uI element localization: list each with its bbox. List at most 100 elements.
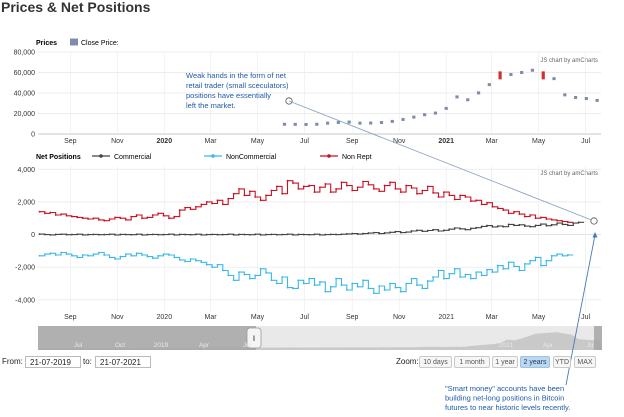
series-point xyxy=(151,214,154,216)
series-line[interactable] xyxy=(39,251,574,294)
amcharts-credit-net[interactable]: JS chart by amCharts xyxy=(540,171,598,177)
price-candle[interactable] xyxy=(304,122,308,126)
price-candle[interactable] xyxy=(282,122,287,126)
series-point xyxy=(168,254,170,256)
price-candle[interactable] xyxy=(358,121,362,125)
amcharts-credit-prices[interactable]: JS chart by amCharts xyxy=(540,58,598,64)
series-point xyxy=(243,233,246,236)
series-point xyxy=(394,187,397,190)
price-candle[interactable] xyxy=(325,121,330,125)
price-candle[interactable] xyxy=(423,113,427,117)
series-point xyxy=(426,185,429,188)
price-candle[interactable] xyxy=(520,71,524,74)
zoom-button[interactable]: 1 month xyxy=(454,356,490,368)
price-candle[interactable] xyxy=(412,115,416,119)
x-tick-label: 2021 xyxy=(438,314,454,321)
from-date-input[interactable]: 21-07-2019 xyxy=(25,356,81,368)
series-point xyxy=(540,216,542,219)
price-candle[interactable] xyxy=(509,73,513,77)
price-candle[interactable] xyxy=(293,122,297,126)
price-candle[interactable] xyxy=(401,117,405,121)
series-point xyxy=(453,198,456,201)
series-point xyxy=(324,183,327,185)
series-point xyxy=(432,228,435,231)
series-point xyxy=(221,269,224,272)
zoom-button[interactable]: MAX xyxy=(574,356,596,368)
series-point xyxy=(270,279,273,282)
price-candle[interactable] xyxy=(315,122,319,126)
to-date-input[interactable]: 21-07-2021 xyxy=(95,356,151,368)
series-point xyxy=(324,290,327,293)
price-candle[interactable] xyxy=(433,111,438,115)
price-candle[interactable] xyxy=(541,71,545,80)
legend-swatch-dot[interactable] xyxy=(99,154,103,158)
navigator-left-grip-icon[interactable]: ‖ xyxy=(253,336,256,343)
series-point xyxy=(254,196,257,198)
price-candle[interactable] xyxy=(390,119,394,123)
series-point xyxy=(184,206,187,209)
navigator[interactable]: ‖ Jul Oct 2019 Apr Jul Oct 2020 Apr Jul Oct 2021 Ap… xyxy=(38,326,602,350)
series-point xyxy=(362,232,364,235)
price-candle[interactable] xyxy=(444,106,448,110)
price-candle[interactable] xyxy=(563,93,567,97)
x-tick-label: Jul xyxy=(300,138,309,145)
prices-y-tick: 80,000 xyxy=(14,50,36,57)
zoom-button[interactable]: 1 year xyxy=(492,356,518,368)
navigator-label: Ju xyxy=(587,342,594,349)
legend-label[interactable]: Commercial xyxy=(114,154,152,161)
zoom-button[interactable]: 10 days xyxy=(419,356,452,368)
series-point xyxy=(389,282,391,285)
net-y-axis: 4,000 2,000 0 -2,000 -4,000 xyxy=(15,167,35,305)
x-tick-label: Mar xyxy=(204,314,217,321)
series-point xyxy=(146,216,149,219)
legend-label[interactable]: Non Rept xyxy=(342,154,372,161)
navigator-unselected-right[interactable] xyxy=(594,326,602,350)
legend-swatch-dot[interactable] xyxy=(327,154,331,158)
price-candle[interactable] xyxy=(369,121,373,125)
price-candle[interactable] xyxy=(476,91,481,95)
price-candle[interactable] xyxy=(530,68,535,72)
close-price-legend[interactable]: Close Price: xyxy=(81,40,119,47)
close-price-swatch[interactable] xyxy=(70,38,78,46)
series-point xyxy=(54,254,57,256)
series-point xyxy=(44,233,46,236)
series-line[interactable] xyxy=(39,221,585,236)
legend-label[interactable]: NonCommercial xyxy=(226,154,277,161)
series-point xyxy=(405,184,408,187)
series-point xyxy=(275,185,278,188)
price-candle[interactable] xyxy=(552,77,556,81)
price-candle[interactable] xyxy=(336,120,340,124)
series-point xyxy=(513,210,515,213)
price-candle[interactable] xyxy=(347,120,351,124)
zoom-button[interactable]: 2 years xyxy=(520,356,550,368)
series-point xyxy=(286,286,289,289)
series-point xyxy=(238,233,240,236)
series-line[interactable] xyxy=(39,180,574,223)
price-candle[interactable] xyxy=(595,98,599,102)
price-candle[interactable] xyxy=(584,97,588,101)
navigator-unselected-left[interactable] xyxy=(38,326,256,350)
series-point xyxy=(469,277,472,280)
price-candle[interactable] xyxy=(498,71,502,80)
legend-swatch-dot[interactable] xyxy=(211,154,215,158)
navigator-left-grip[interactable] xyxy=(246,327,262,349)
price-candle[interactable] xyxy=(466,98,470,102)
series-point xyxy=(151,233,154,236)
series-point xyxy=(189,258,192,260)
series-point xyxy=(475,199,478,202)
series-point xyxy=(378,285,381,287)
series-point xyxy=(168,233,170,236)
series-point xyxy=(313,233,316,236)
price-candle[interactable] xyxy=(379,121,384,125)
navigator-label: Jul xyxy=(416,342,425,349)
series-point xyxy=(281,276,284,278)
x-tick-label: Mar xyxy=(486,138,499,145)
price-candle[interactable] xyxy=(455,95,459,99)
prices-panel: Prices Close Price: JS chart by amCharts… xyxy=(14,38,601,145)
series-point xyxy=(502,225,505,228)
price-candle[interactable] xyxy=(487,83,491,87)
series-point xyxy=(286,179,289,182)
price-candle[interactable] xyxy=(573,96,578,100)
series-point xyxy=(550,254,553,257)
zoom-button[interactable]: YTD xyxy=(553,356,571,368)
